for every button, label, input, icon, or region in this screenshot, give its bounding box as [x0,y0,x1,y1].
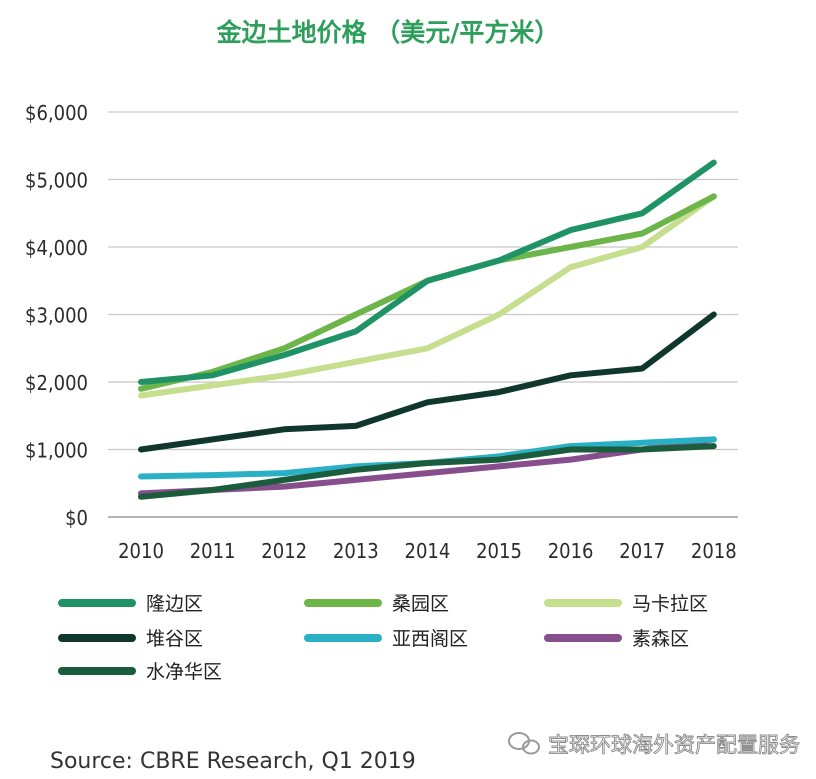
y-tick-label: $3,000 [25,304,88,328]
x-tick-label: 2012 [261,539,307,563]
x-tick-label: 2016 [548,539,594,563]
series-line-4 [138,311,717,453]
legend-label: 亚西阁区 [392,628,468,650]
series-line-3 [138,193,717,399]
x-tick-label: 2010 [118,539,164,563]
y-tick-label: $4,000 [25,236,88,260]
chart-title: 金边土地价格 （美元/平方米） [216,18,560,47]
y-tick-label: $6,000 [25,101,88,125]
y-tick-label: $1,000 [25,439,88,463]
series-lines [138,159,717,500]
y-axis-tick-labels: $0 $1,000 $2,000 $3,000 $4,000 $5,000 $6,000 [25,101,88,530]
series-line-1 [138,159,717,385]
watermark: 宝琛环球海外资产配置服务 [508,732,800,757]
legend-label: 桑园区 [392,593,449,615]
x-tick-label: 2014 [405,539,451,563]
wechat-icon [508,732,540,755]
watermark-text: 宝琛环球海外资产配置服务 [548,733,800,757]
legend-label: 堆谷区 [146,628,203,650]
x-tick-label: 2018 [691,539,737,563]
legend-label: 素森区 [632,628,689,650]
x-tick-label: 2011 [190,539,236,563]
series-line-2 [138,193,717,392]
legend-label: 水净华区 [146,661,222,683]
gridlines [108,111,738,518]
y-tick-label: $0 [65,506,88,530]
source-note: Source: CBRE Research, Q1 2019 [50,749,416,774]
x-tick-label: 2017 [619,539,665,563]
legend-label: 隆边区 [146,593,203,615]
legend-label: 马卡拉区 [632,593,708,615]
x-tick-label: 2013 [333,539,379,563]
x-tick-label: 2015 [476,539,522,563]
y-tick-label: $2,000 [25,371,88,395]
x-axis-tick-labels: 2010 2011 2012 2013 2014 2015 2016 2017 2018 [118,539,737,563]
series-line-7 [138,443,717,500]
y-tick-label: $5,000 [25,169,88,193]
